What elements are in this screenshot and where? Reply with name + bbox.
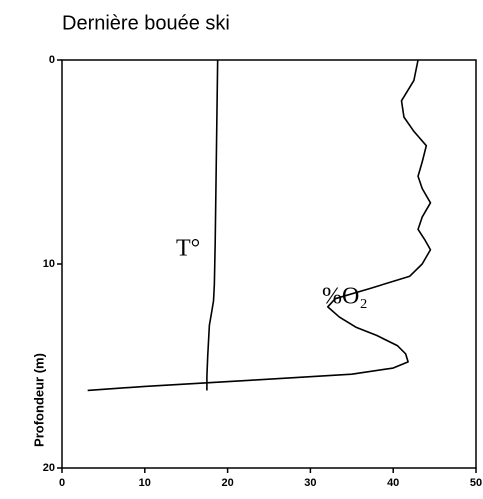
series-line [87,59,432,392]
y-axis-label: Profondeur (m) [31,353,46,447]
series-line [206,59,219,391]
series-label: T° [176,236,200,262]
series-label: %O₂ [322,284,368,310]
y-tick-label: 0 [49,54,55,66]
chart-title: Dernière bouée ski [62,12,230,34]
x-tick-label: 20 [221,477,233,489]
y-tick-label: 10 [43,258,55,270]
x-tick-label: 40 [387,477,399,489]
x-tick-label: 10 [139,477,151,489]
plot-frame [61,59,477,469]
y-tick-label: 20 [43,462,55,474]
x-tick-label: 50 [470,477,482,489]
x-tick-label: 30 [304,477,316,489]
x-tick-label: 0 [59,477,65,489]
